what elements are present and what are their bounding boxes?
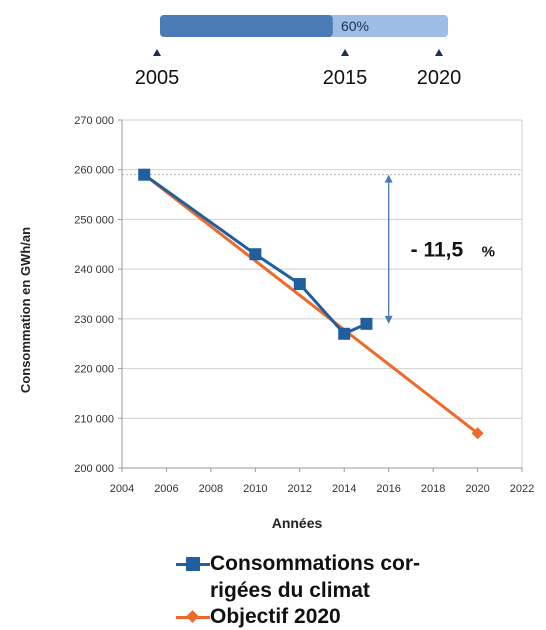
x-tick-label: 2006 bbox=[154, 483, 178, 495]
x-tick-label: 2018 bbox=[421, 483, 445, 495]
milestone-marker bbox=[153, 49, 161, 56]
y-tick-label: 200 000 bbox=[74, 463, 114, 475]
data-point-consommations bbox=[138, 168, 151, 181]
annotation-unit: % bbox=[482, 243, 495, 260]
y-tick-label: 220 000 bbox=[74, 364, 114, 376]
legend-item-consommations: Consommations cor-rigées du climat bbox=[176, 550, 450, 604]
y-axis-label: Consommation en GWh/an bbox=[18, 227, 33, 393]
milestone-marker bbox=[341, 49, 349, 56]
data-point-objectif bbox=[471, 427, 484, 440]
x-tick-label: 2014 bbox=[332, 483, 356, 495]
x-tick-label: 2022 bbox=[510, 483, 534, 495]
annotation-label: - 11,5 bbox=[411, 238, 464, 261]
data-point-consommations bbox=[338, 327, 351, 340]
x-axis-label: Années bbox=[272, 515, 323, 531]
y-tick-label: 230 000 bbox=[74, 314, 114, 326]
legend-swatch-square bbox=[176, 550, 210, 577]
timeline-progress-label: 60% bbox=[341, 18, 369, 34]
data-point-consommations bbox=[293, 278, 306, 291]
x-tick-label: 2008 bbox=[199, 483, 223, 495]
legend-item-objectif: Objectif 2020 bbox=[176, 603, 341, 630]
y-tick-label: 250 000 bbox=[74, 214, 114, 226]
milestone-marker bbox=[435, 49, 443, 56]
annotation-arrowhead-top bbox=[384, 174, 393, 183]
legend-label: Objectif 2020 bbox=[210, 605, 341, 628]
x-tick-label: 2020 bbox=[465, 483, 489, 495]
chart-legend: Consommations cor-rigées du climat Objec… bbox=[0, 540, 546, 629]
x-tick-label: 2012 bbox=[288, 483, 312, 495]
reduction-annotation: - 11,5% bbox=[384, 174, 495, 324]
timeline-milestones: 2005 2015 2020 bbox=[135, 49, 462, 89]
timeline: 60% 2005 2015 2020 bbox=[135, 15, 462, 89]
y-tick-label: 270 000 bbox=[74, 115, 114, 127]
timeline-progress-fill bbox=[160, 15, 333, 37]
y-tick-label: 260 000 bbox=[74, 165, 114, 177]
data-point-consommations bbox=[360, 317, 373, 330]
x-tick-label: 2010 bbox=[243, 483, 267, 495]
chart-series bbox=[138, 168, 484, 440]
legend-marker-diamond bbox=[186, 610, 199, 623]
x-tick-labels: 2004 2006 2008 2010 2012 2014 2016 2018 2020 2022 bbox=[110, 468, 534, 495]
x-tick-label: 2004 bbox=[110, 483, 134, 495]
y-tick-label: 240 000 bbox=[74, 264, 114, 276]
consumption-chart: 200 000 210 000 220 000 230 000 240 000 250 0… bbox=[18, 115, 534, 531]
milestone-label: 2020 bbox=[417, 67, 462, 89]
annotation-arrowhead-bottom bbox=[384, 315, 393, 324]
milestone-label: 2005 bbox=[135, 67, 180, 89]
series-line-objectif bbox=[143, 173, 479, 435]
legend-marker-square bbox=[186, 557, 200, 571]
data-point-consommations bbox=[249, 248, 262, 261]
chart-grid bbox=[122, 119, 523, 469]
chart-axes bbox=[121, 120, 522, 469]
legend-label: Consommations cor-rigées du climat bbox=[210, 552, 421, 602]
milestone-label: 2015 bbox=[323, 67, 368, 89]
y-tick-label: 210 000 bbox=[74, 413, 114, 425]
y-tick-labels: 200 000 210 000 220 000 230 000 240 000 250 0… bbox=[74, 115, 122, 475]
x-tick-label: 2016 bbox=[376, 483, 400, 495]
legend-swatch-diamond bbox=[176, 603, 210, 630]
